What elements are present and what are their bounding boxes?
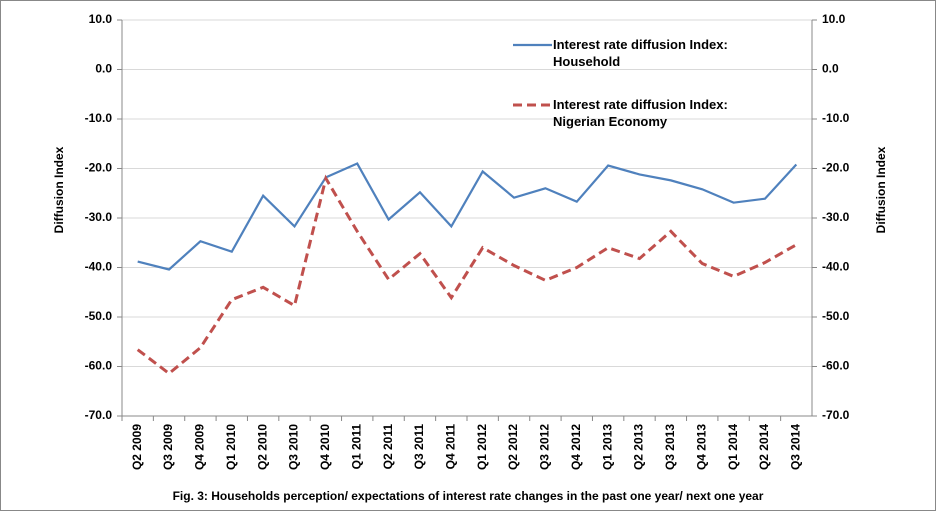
legend-entry: Interest rate diffusion Index: Nigerian …: [553, 97, 728, 129]
legend-label: Interest rate diffusion Index: Nigerian …: [553, 97, 728, 129]
legend-label: Interest rate diffusion Index: Household: [553, 37, 728, 69]
x-tick-label: Q4 2012: [569, 424, 583, 470]
y-tick-label: -30.0: [85, 210, 113, 224]
x-tick-label: Q2 2010: [255, 424, 269, 470]
x-tick-label: Q2 2012: [506, 424, 520, 470]
y2-tick-label: -50.0: [822, 309, 850, 323]
x-tick-label: Q2 2013: [632, 424, 646, 470]
x-tick-label: Q1 2014: [726, 424, 740, 470]
y-tick-label: -70.0: [85, 408, 113, 422]
y2-axis-title: Diffusion Index: [874, 146, 888, 233]
x-tick-label: Q2 2011: [381, 424, 395, 470]
y-axis-title: Diffusion Index: [52, 146, 66, 233]
y2-tick-label: 0.0: [822, 62, 839, 76]
y-tick-label: -40.0: [85, 260, 113, 274]
y2-tick-label: -10.0: [822, 111, 850, 125]
series-line: [137, 162, 798, 271]
x-tick-label: Q1 2012: [475, 424, 489, 470]
x-tick-label: Q2 2009: [130, 424, 144, 470]
x-tick-label: Q3 2012: [538, 424, 552, 470]
x-tick-label: Q1 2010: [224, 424, 238, 470]
x-tick-label: Q3 2009: [161, 424, 175, 470]
y2-tick-label: -70.0: [822, 408, 850, 422]
y2-tick-label: -30.0: [822, 210, 850, 224]
y2-tick-label: 10.0: [822, 12, 846, 26]
y2-tick-label: -60.0: [822, 359, 850, 373]
x-tick-label: Q3 2013: [663, 424, 677, 470]
x-tick-label: Q4 2013: [694, 424, 708, 470]
x-tick-label: Q4 2011: [443, 424, 457, 470]
x-tick-label: Q2 2014: [757, 424, 771, 470]
x-tick-label: Q1 2011: [349, 424, 363, 470]
x-tick-label: Q1 2013: [600, 424, 614, 470]
y2-tick-label: -40.0: [822, 260, 850, 274]
x-tick-label: Q4 2010: [318, 424, 332, 470]
x-tick-label: Q3 2014: [788, 424, 802, 470]
y-tick-label: -60.0: [85, 359, 113, 373]
x-tick-label: Q3 2010: [287, 424, 301, 470]
y-tick-label: -20.0: [85, 161, 113, 175]
x-tick-label: Q4 2009: [193, 424, 207, 470]
y-tick-label: 10.0: [89, 12, 113, 26]
series-line: [136, 174, 798, 376]
y-tick-label: -10.0: [85, 111, 113, 125]
caption: Fig. 3: Households perception/ expectati…: [173, 489, 764, 503]
y-tick-label: 0.0: [95, 62, 112, 76]
y2-tick-label: -20.0: [822, 161, 850, 175]
x-tick-label: Q3 2011: [412, 424, 426, 470]
legend-entry: Interest rate diffusion Index: Household: [553, 37, 728, 69]
y-tick-label: -50.0: [85, 309, 113, 323]
